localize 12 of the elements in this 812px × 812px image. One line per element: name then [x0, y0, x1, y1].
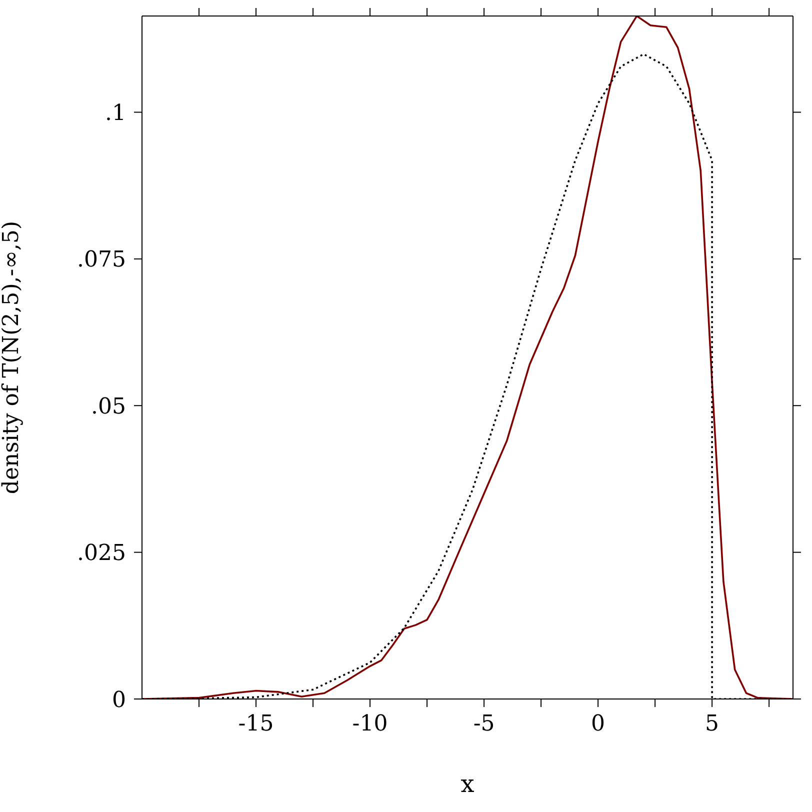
y-tick-label: .1	[105, 101, 126, 126]
y-tick-label: .075	[77, 248, 126, 273]
x-tick-label: 0	[591, 712, 606, 737]
x-tick-label: -5	[473, 712, 495, 737]
y-axis-title: density of T(N(2,5),-∞,5)	[0, 220, 24, 494]
y-tick-label: .025	[77, 541, 126, 566]
x-tick-label: -10	[352, 712, 388, 737]
x-tick-label: -15	[238, 712, 274, 737]
x-tick-label: 5	[705, 712, 720, 737]
x-axis-title: x	[460, 770, 475, 798]
y-tick-label: .05	[91, 394, 126, 420]
y-tick-label: 0	[112, 688, 126, 713]
